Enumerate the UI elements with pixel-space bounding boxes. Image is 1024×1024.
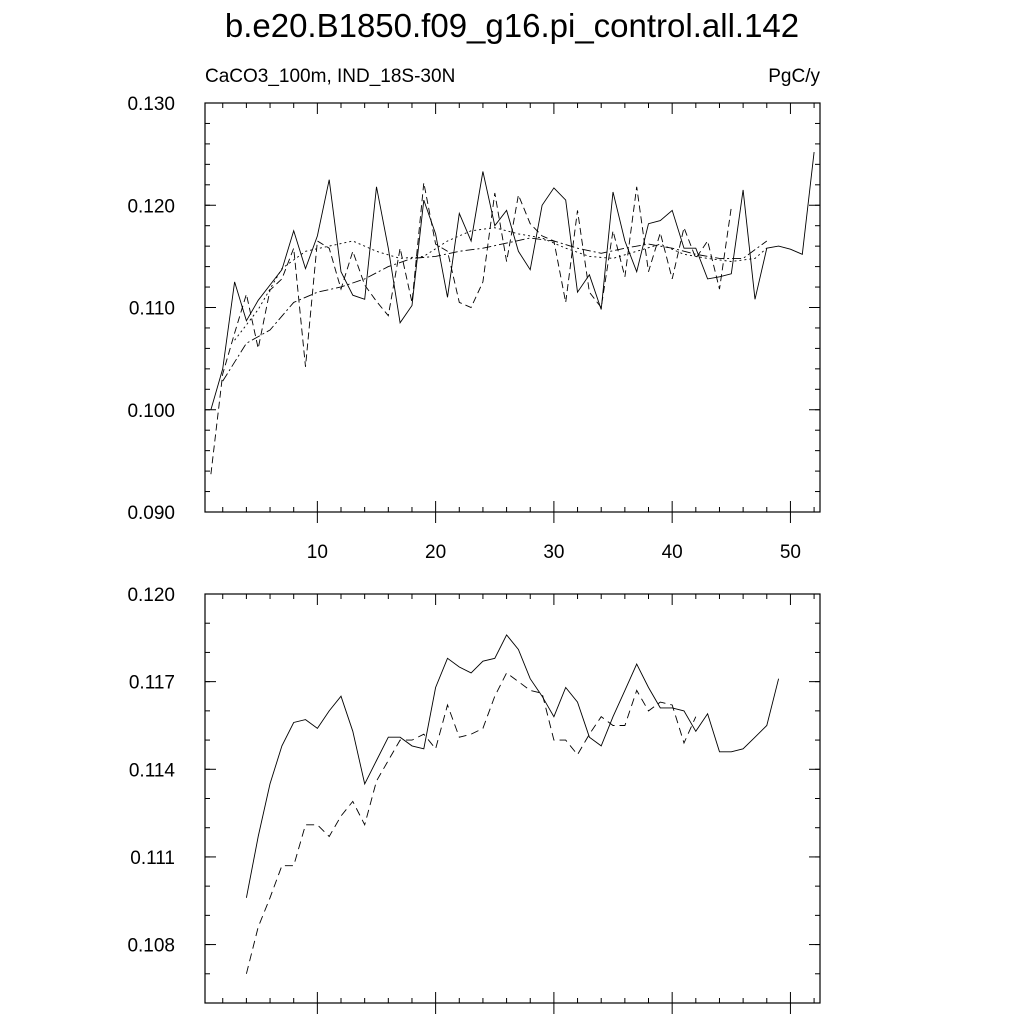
- chart-title: b.e20.B1850.f09_g16.pi_control.all.142: [225, 7, 799, 44]
- y-tick-label: 0.117: [129, 673, 175, 694]
- y-tick-label: 0.100: [127, 401, 175, 422]
- plot-frame: [204, 593, 821, 1004]
- x-tick-label: 30: [543, 542, 564, 563]
- x-tick-label: 50: [780, 542, 801, 563]
- y-tick-label: 0.114: [129, 760, 176, 781]
- x-tick-label: 10: [307, 542, 328, 563]
- series-line-2: [210, 182, 732, 475]
- y-tick-label: 0.130: [127, 94, 175, 115]
- bottom-panel: 0.108 0.111 0.114 0.117 0.120: [127, 585, 821, 1014]
- plot-frame: [204, 102, 821, 513]
- y-tick-label: 0.110: [129, 299, 175, 320]
- series-line-4: [234, 227, 768, 341]
- y-tick-label: 0.108: [127, 936, 175, 957]
- series-line-2: [245, 672, 697, 974]
- top-panel-units-label: PgC/y: [768, 66, 820, 87]
- top-panel-left-label: CaCO3_100m, IND_18S-30N: [205, 66, 455, 87]
- x-tick-label: 20: [425, 542, 446, 563]
- y-tick-label: 0.120: [127, 196, 175, 217]
- series-line-1: [245, 634, 780, 898]
- y-tick-label: 0.111: [130, 848, 175, 869]
- series-line-1: [210, 152, 815, 410]
- y-tick-label: 0.120: [127, 585, 175, 606]
- x-tick-label: 40: [662, 542, 683, 563]
- series-line-3: [222, 237, 768, 382]
- top-panel: CaCO3_100m, IND_18S-30N PgC/y 0.090 0.100…: [127, 66, 821, 563]
- y-tick-label: 0.090: [127, 503, 175, 524]
